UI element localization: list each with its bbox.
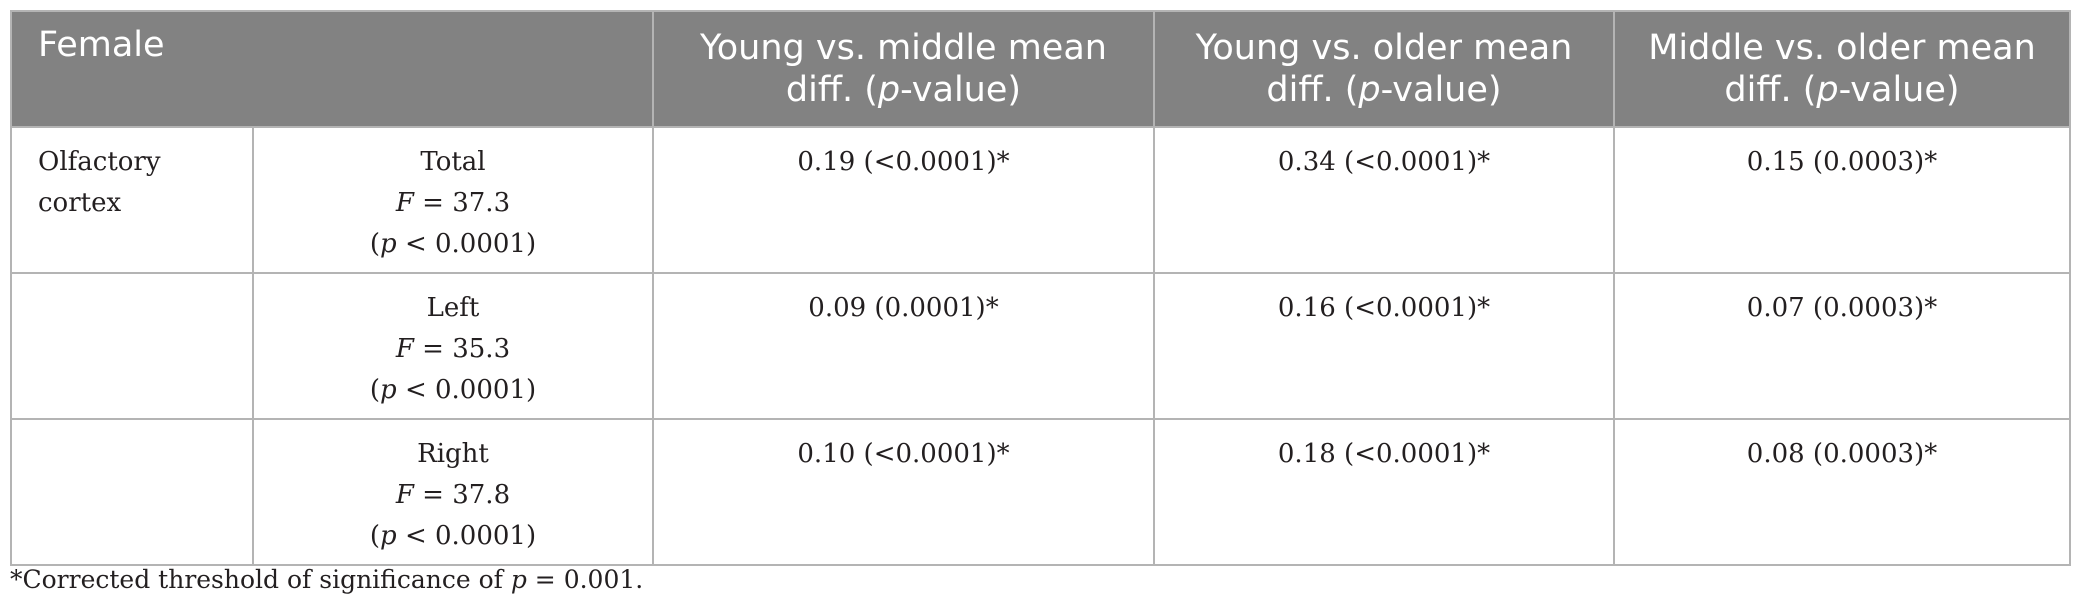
p-statistic: (p < 0.0001)	[369, 375, 537, 405]
f-statistic: F = 35.3	[395, 334, 511, 364]
header-young-vs-middle: Young vs. middle mean diff. (p-value)	[652, 10, 1155, 128]
side-cell: Total F = 37.3 (p < 0.0001)	[252, 126, 654, 274]
region-cell: Olfactory cortex	[10, 126, 254, 274]
young-vs-older-cell: 0.34 (<0.0001)*	[1153, 126, 1615, 274]
f-statistic: F = 37.3	[395, 188, 511, 218]
region-cell	[10, 418, 254, 566]
side-label: Total	[420, 147, 486, 177]
header-group-female: Female	[10, 10, 654, 128]
middle-vs-older-cell: 0.08 (0.0003)*	[1613, 418, 2071, 566]
young-vs-middle-cell: 0.10 (<0.0001)*	[652, 418, 1155, 566]
header-middle-vs-older: Middle vs. older mean diff. (p-value)	[1613, 10, 2071, 128]
table-row-right: Right F = 37.8 (p < 0.0001) 0.10 (<0.000…	[10, 418, 2071, 566]
table-row-left: Left F = 35.3 (p < 0.0001) 0.09 (0.0001)…	[10, 272, 2071, 420]
young-vs-older-cell: 0.18 (<0.0001)*	[1153, 418, 1615, 566]
p-statistic: (p < 0.0001)	[369, 229, 537, 259]
p-statistic: (p < 0.0001)	[369, 521, 537, 551]
header-young-vs-older: Young vs. older mean diff. (p-value)	[1153, 10, 1615, 128]
side-label: Left	[426, 293, 480, 323]
middle-vs-older-cell: 0.15 (0.0003)*	[1613, 126, 2071, 274]
side-cell: Left F = 35.3 (p < 0.0001)	[252, 272, 654, 420]
young-vs-older-cell: 0.16 (<0.0001)*	[1153, 272, 1615, 420]
side-cell: Right F = 37.8 (p < 0.0001)	[252, 418, 654, 566]
header-row: Female Young vs. middle mean diff. (p-va…	[10, 10, 2071, 128]
region-cell	[10, 272, 254, 420]
table-footnote: *Corrected threshold of significance of …	[10, 565, 644, 594]
middle-vs-older-cell: 0.07 (0.0003)*	[1613, 272, 2071, 420]
young-vs-middle-cell: 0.19 (<0.0001)*	[652, 126, 1155, 274]
young-vs-middle-cell: 0.09 (0.0001)*	[652, 272, 1155, 420]
f-statistic: F = 37.8	[395, 480, 511, 510]
side-label: Right	[417, 439, 489, 469]
table-row-total: Olfactory cortex Total F = 37.3 (p < 0.0…	[10, 126, 2071, 274]
results-table-container: Female Young vs. middle mean diff. (p-va…	[10, 10, 2071, 566]
results-table: Female Young vs. middle mean diff. (p-va…	[10, 10, 2071, 566]
